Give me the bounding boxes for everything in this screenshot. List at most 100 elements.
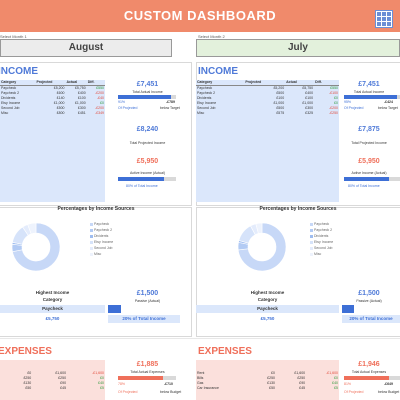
left-total-projected-label: Total Projected Income xyxy=(129,141,166,145)
cell-projected[interactable]: £5,200 xyxy=(273,85,285,90)
table-row[interactable]: Second Job £500 £300 -£200 xyxy=(0,105,105,110)
table-row[interactable]: Etsy Income £1,000 £1,000 £0 xyxy=(0,100,105,105)
cell-projected[interactable]: £100 xyxy=(276,95,285,100)
cell-projected[interactable]: £50 xyxy=(25,385,32,390)
cell-projected[interactable]: £0 xyxy=(271,370,275,375)
right-chart-title: Percentages by Income Sources xyxy=(259,206,337,212)
cell-projected[interactable]: £0 xyxy=(27,370,32,375)
table-row[interactable]: Bills £250 £250 £0 xyxy=(196,375,339,380)
table-row[interactable]: £250 £250 £0 xyxy=(0,375,105,380)
legend-item: Misc xyxy=(310,252,321,256)
table-row[interactable]: Second Job £500 £300 -£200 xyxy=(196,105,339,110)
table-row[interactable]: Paycheck £5,200 £5,750 £550 xyxy=(0,85,105,90)
cell-category[interactable]: Car Insurance xyxy=(197,385,219,390)
cell-category[interactable]: Etsy Income xyxy=(197,100,217,105)
cell-actual[interactable]: £1,600 xyxy=(55,370,67,375)
table-row[interactable]: £0 £1,600 -£1,600 xyxy=(0,370,105,375)
cell-actual[interactable]: £5,750 xyxy=(74,85,86,90)
cell-projected[interactable]: £575 xyxy=(276,110,285,115)
cell-projected[interactable]: £500 xyxy=(276,105,285,110)
left-active-label: Active Income (Actual) xyxy=(129,171,165,175)
cell-category[interactable]: Paycheck 2 xyxy=(1,90,20,95)
cell-category[interactable]: Second Job xyxy=(197,105,216,110)
cell-category[interactable]: Dividents xyxy=(1,95,16,100)
cell-projected[interactable]: £250 xyxy=(267,375,275,380)
cell-actual[interactable]: £400 xyxy=(77,90,86,95)
cell-projected[interactable]: £250 xyxy=(23,375,32,380)
cell-actual[interactable]: £45 xyxy=(299,385,306,390)
cell-projected[interactable]: £140 xyxy=(56,95,65,100)
cell-category[interactable]: Rent xyxy=(197,370,205,375)
cell-actual[interactable]: £300 xyxy=(77,105,86,110)
left-passive-pct: 20% of Total Income xyxy=(108,315,180,323)
cell-projected[interactable]: £1,000 xyxy=(53,100,65,105)
cell-category[interactable]: Second Job xyxy=(1,105,20,110)
calendar-grid-icon[interactable] xyxy=(375,10,393,28)
legend-label: Paycheck xyxy=(314,222,330,226)
left-total-actual-label: Total Actual Income xyxy=(132,90,163,94)
cell-actual[interactable]: £5,750 xyxy=(302,85,314,90)
right-exp-progress-bar xyxy=(344,376,400,380)
table-header-row: Category Projected Actual Diff. xyxy=(196,80,339,86)
cell-actual[interactable]: £1,000 xyxy=(74,100,86,105)
cell-category[interactable]: Misc xyxy=(197,110,205,115)
cell-actual[interactable]: £400 xyxy=(305,90,314,95)
table-row[interactable]: Gas £130 £90 £40 xyxy=(196,380,339,385)
left-passive-bar xyxy=(108,305,121,313)
cell-actual[interactable]: £451 xyxy=(77,110,86,115)
table-row[interactable]: Dividents £140 £100 -£40 xyxy=(0,95,105,100)
cell-category[interactable]: Etsy Income xyxy=(1,100,21,105)
table-row[interactable]: Car Insurance £50 £45 £5 xyxy=(196,385,339,390)
cell-actual[interactable]: £1,600 xyxy=(294,370,306,375)
left-passive-label: Passive (Actual) xyxy=(134,299,161,303)
cell-actual[interactable]: £300 xyxy=(305,105,314,110)
cell-actual[interactable]: £100 xyxy=(305,95,314,100)
cell-diff: -£100 xyxy=(329,90,338,95)
table-row[interactable]: Paycheck 2 £600 £400 -£200 xyxy=(0,90,105,95)
cell-projected[interactable]: £1,000 xyxy=(273,100,285,105)
cell-actual[interactable]: £325 xyxy=(305,110,314,115)
table-row[interactable]: Paycheck 2 £500 £400 -£100 xyxy=(196,90,339,95)
table-row[interactable]: £50 £45 £5 xyxy=(0,385,105,390)
cell-actual[interactable]: £45 xyxy=(60,385,67,390)
cell-actual[interactable]: £90 xyxy=(299,380,306,385)
cell-actual[interactable]: £250 xyxy=(297,375,306,380)
cell-projected[interactable]: £500 xyxy=(56,105,65,110)
cell-projected[interactable]: £5,200 xyxy=(53,85,65,90)
legend-item: Second Job xyxy=(90,246,113,250)
cell-category[interactable]: Paycheck xyxy=(197,85,213,90)
table-row[interactable]: Rent £0 £1,600 -£1,600 xyxy=(196,370,339,375)
cell-category[interactable]: Misc xyxy=(1,110,9,115)
cell-actual[interactable]: £90 xyxy=(60,380,67,385)
month1-select[interactable]: August xyxy=(0,39,172,57)
table-row[interactable]: Etsy Income £1,000 £1,000 £0 xyxy=(196,100,339,105)
cell-actual[interactable]: £100 xyxy=(77,95,86,100)
cell-diff: £0 xyxy=(334,375,338,380)
cell-diff: £550 xyxy=(330,85,338,90)
month2-select[interactable]: July xyxy=(196,39,400,57)
legend-label: Paycheck 2 xyxy=(314,228,333,232)
cell-projected[interactable]: £500 xyxy=(276,90,285,95)
legend-swatch xyxy=(310,240,313,244)
cell-category[interactable]: Dividents xyxy=(197,95,212,100)
table-row[interactable]: Dividents £100 £100 £0 xyxy=(196,95,339,100)
table-row[interactable]: £130 £90 £40 xyxy=(0,380,105,385)
cell-actual[interactable]: £250 xyxy=(58,375,67,380)
cell-projected[interactable]: £130 xyxy=(267,380,275,385)
cell-category[interactable]: Paycheck 2 xyxy=(197,90,216,95)
cell-projected[interactable]: £800 xyxy=(56,110,65,115)
cell-projected[interactable]: £130 xyxy=(23,380,32,385)
left-chart-title: Percentages by Income Sources xyxy=(57,206,135,212)
cell-category[interactable]: Bills xyxy=(197,375,204,380)
cell-projected[interactable]: £50 xyxy=(269,385,275,390)
cell-projected[interactable]: £600 xyxy=(56,90,65,95)
cell-actual[interactable]: £1,000 xyxy=(302,100,314,105)
cell-category[interactable]: Gas xyxy=(197,380,204,385)
table-row[interactable]: Misc £575 £325 -£250 xyxy=(196,110,339,115)
legend-item: Second Job xyxy=(310,246,333,250)
table-row[interactable]: Paycheck £5,200 £5,750 £550 xyxy=(196,85,339,90)
right-active-progress-bar xyxy=(344,177,400,181)
col-projected: Projected xyxy=(244,80,286,86)
table-row[interactable]: Misc £800 £451 -£349 xyxy=(0,110,105,115)
cell-category[interactable]: Paycheck xyxy=(1,85,17,90)
